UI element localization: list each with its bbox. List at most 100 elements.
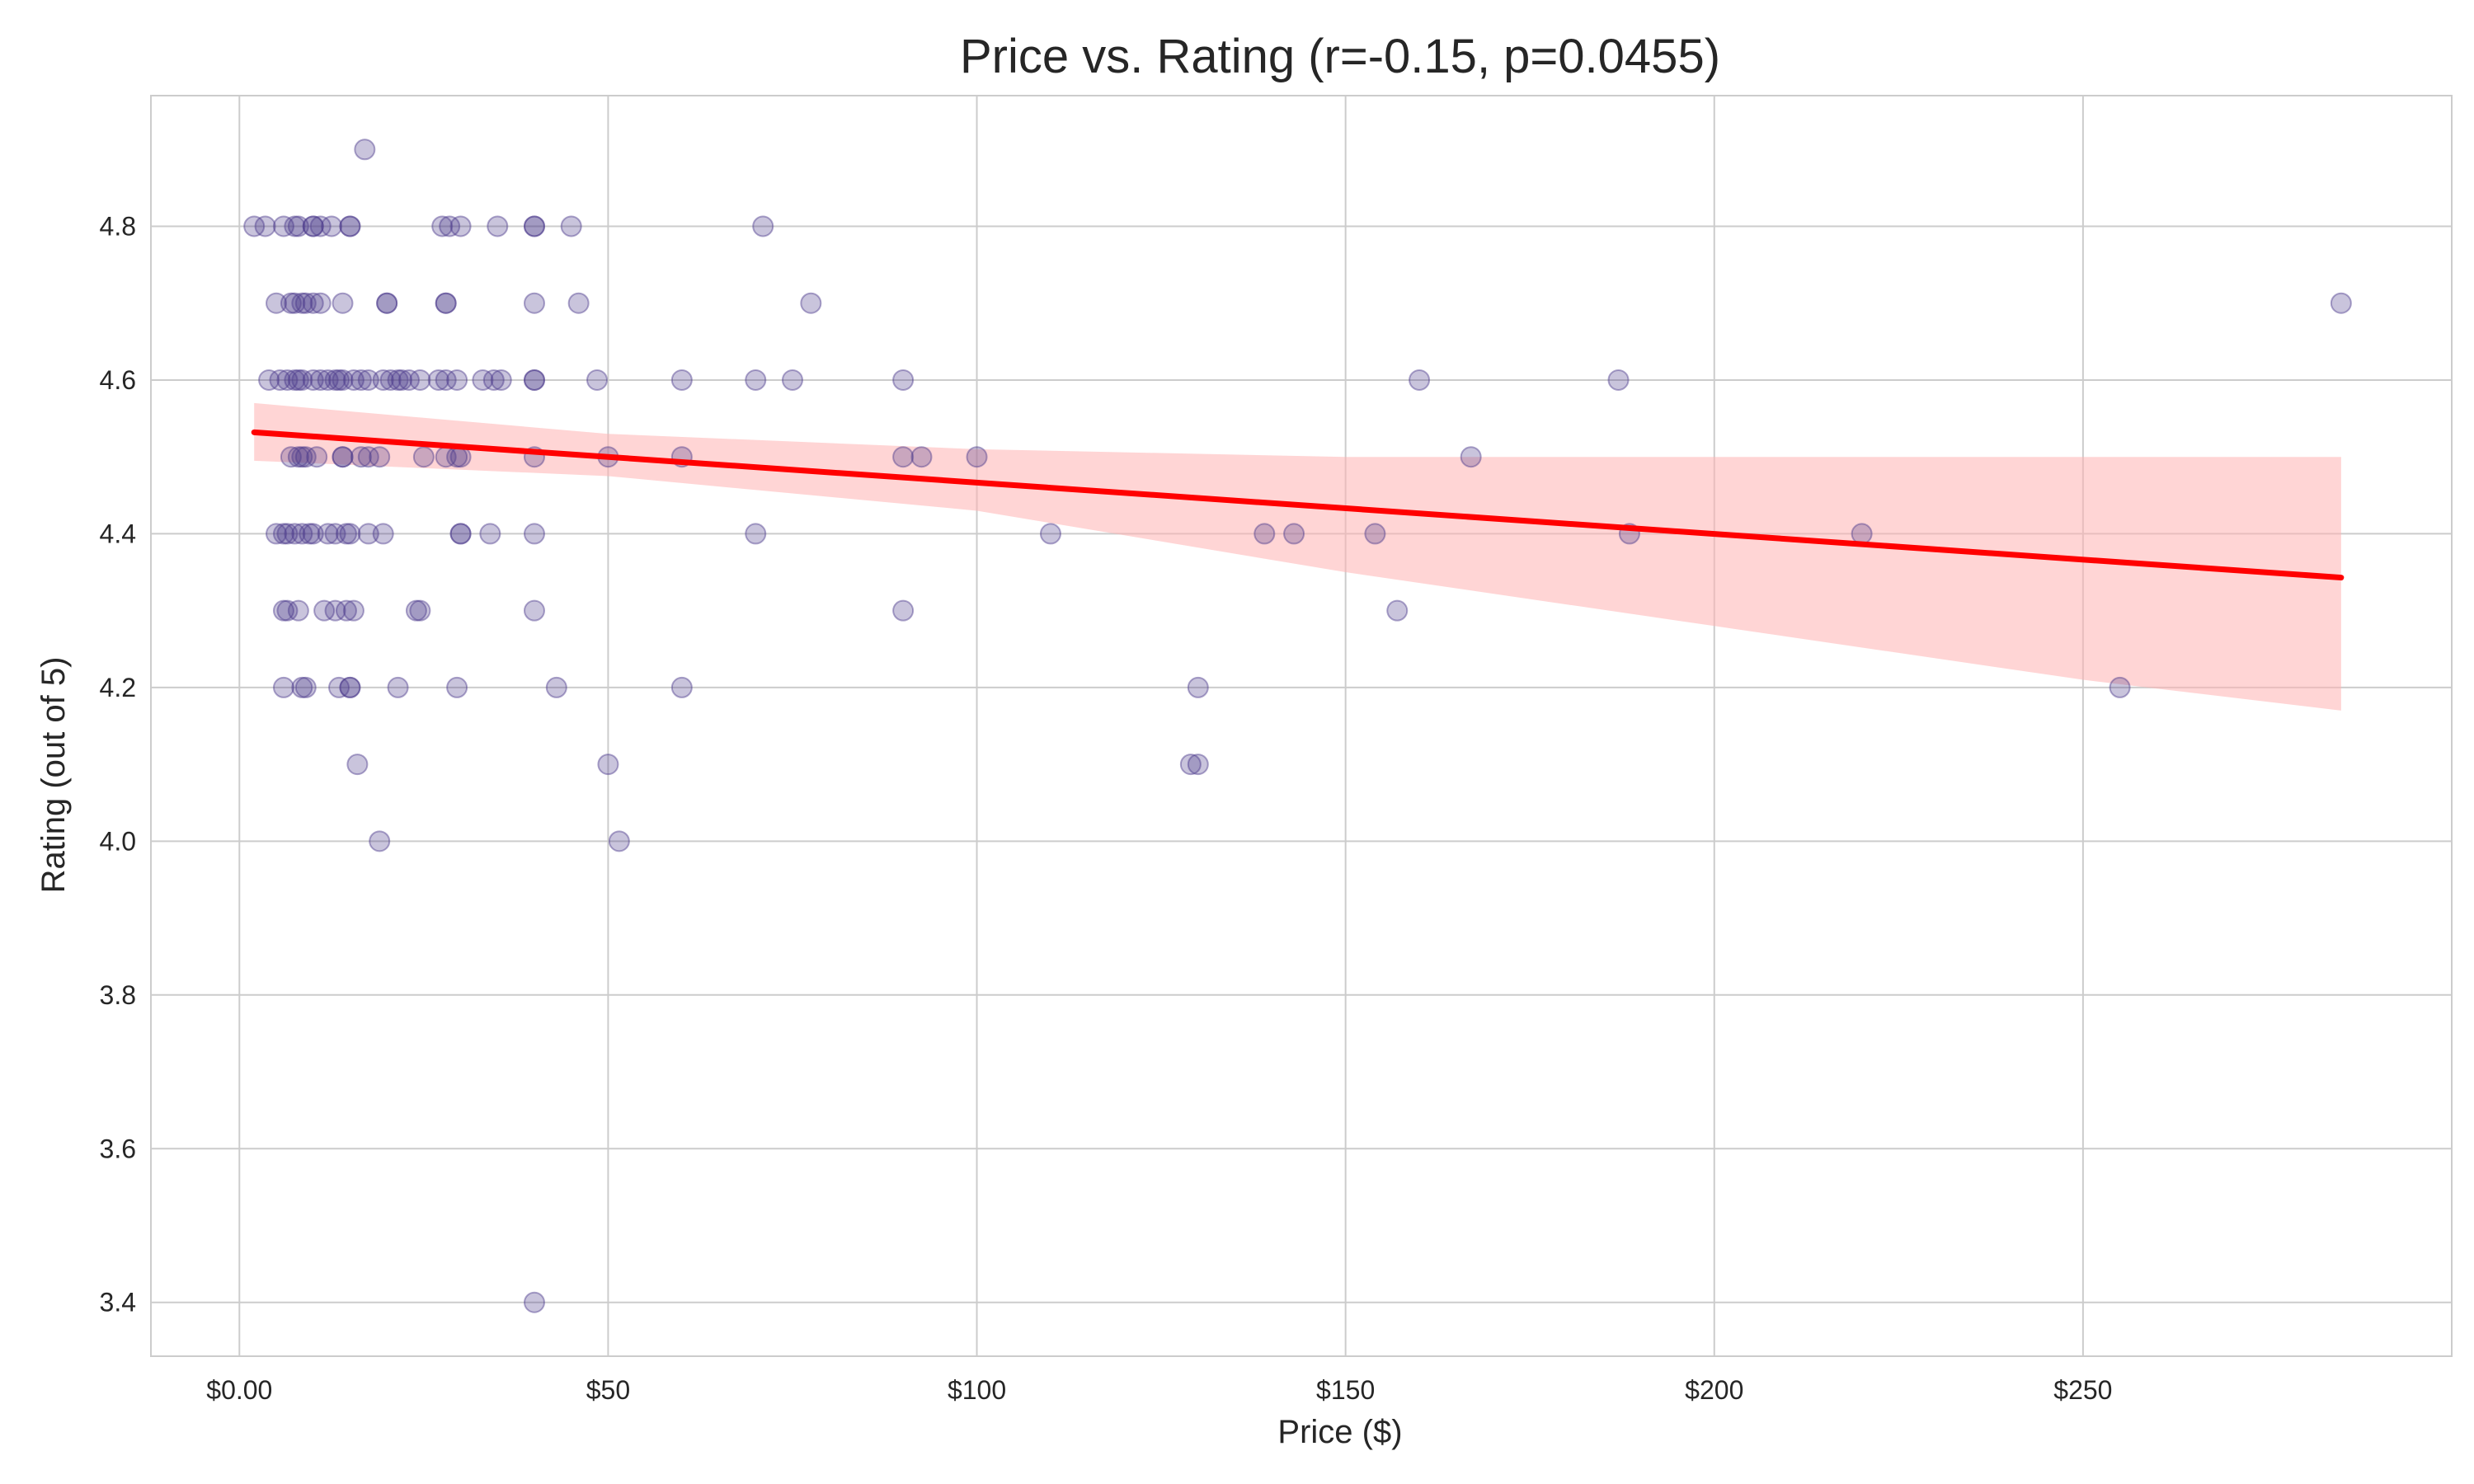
scatter-point [287,215,309,237]
scatter-point [335,523,357,545]
chart-title: Price vs. Rating (r=-0.15, p=0.0455) [960,30,1720,83]
scatter-point [752,215,774,237]
scatter-point [1364,523,1386,545]
scatter-point [302,215,324,237]
scatter-point [1039,523,1061,545]
scatter-point [302,523,324,545]
scatter-point [339,676,361,698]
scatter-point [350,446,372,468]
x-tick-label: $200 [1685,1375,1743,1405]
scatter-point [280,292,302,314]
scatter-point [745,369,767,391]
scatter-point [524,1291,545,1313]
scatter-point [892,369,915,391]
scatter-point [339,215,361,237]
scatter-point [284,292,306,314]
scatter-point [339,676,361,698]
scatter-point [291,446,313,468]
scatter-point [332,446,354,468]
scatter-point [490,369,512,391]
grid [151,96,2452,1356]
scatter-point [431,215,454,237]
scatter-point [291,292,313,314]
scatter-point [258,369,280,391]
scatter-point [346,754,369,776]
scatter-point [376,292,398,314]
scatter-point [379,369,402,391]
scatter-point [294,676,317,698]
scatter-point [545,676,567,698]
scatter-point [449,523,472,545]
scatter-point [309,215,332,237]
y-tick-label: 3.8 [100,980,136,1010]
scatter-point [266,523,288,545]
y-tick-label: 3.6 [100,1134,136,1163]
scatter-point [1179,754,1202,776]
scatter-point [412,446,435,468]
scatter-point [1253,523,1276,545]
scatter-point [966,446,988,468]
scatter-point [405,599,427,622]
scatter-point [243,215,266,237]
scatter-point [291,369,313,391]
scatter-point [446,369,468,391]
scatter-point [350,369,372,391]
scatter-point [302,292,324,314]
scatter-point [435,292,457,314]
scatter-point [324,523,346,545]
scatter-point [332,446,354,468]
scatter-point [276,523,299,545]
scatter-point [745,523,767,545]
scatter-point [1283,523,1305,545]
y-tick-label: 4.4 [100,519,136,548]
scatter-point [2109,676,2131,698]
scatter-points [243,139,2352,1313]
scatter-point [291,523,313,545]
x-tick-label: $250 [2053,1375,2112,1405]
scatter-point [357,446,379,468]
scatter-point [309,292,332,314]
scatter-point [284,215,306,237]
scatter-point [309,369,332,391]
scatter-point [335,599,357,622]
scatter-point [328,369,350,391]
scatter-point [272,215,294,237]
scatter-point [524,215,545,237]
y-axis-label: Rating (out of 5) [35,657,72,894]
scatter-point [1187,754,1209,776]
y-tick-label: 3.4 [100,1288,136,1317]
scatter-point [372,369,394,391]
scatter-point [332,292,354,314]
scatter-point [449,523,472,545]
scatter-point [487,215,509,237]
scatter-point [284,523,306,545]
plot-area [150,95,2453,1357]
scatter-point [1409,369,1431,391]
x-tick-label: $50 [586,1375,630,1405]
scatter-point [284,369,306,391]
scatter-point [317,523,339,545]
scatter-point [317,369,339,391]
scatter-point [670,676,693,698]
y-tick-label: 4.6 [100,365,136,395]
scatter-point [280,446,302,468]
scatter-point [560,215,582,237]
scatter-point [586,369,609,391]
scatter-point [608,830,630,852]
scatter-point [328,676,350,698]
x-tick-label: $150 [1316,1375,1375,1405]
scatter-point [449,215,472,237]
scatter-point [427,369,449,391]
scatter-point [524,369,545,391]
scatter-point [287,369,309,391]
scatter-point [272,523,294,545]
scatter-point [524,369,545,391]
scatter-point [1851,523,1873,545]
scatter-point [342,369,365,391]
y-tick-label: 4.2 [100,673,136,702]
scatter-point [482,369,505,391]
confidence-band [254,402,2341,711]
scatter-point [369,830,391,852]
x-axis-label: Price ($) [1277,1414,1402,1450]
